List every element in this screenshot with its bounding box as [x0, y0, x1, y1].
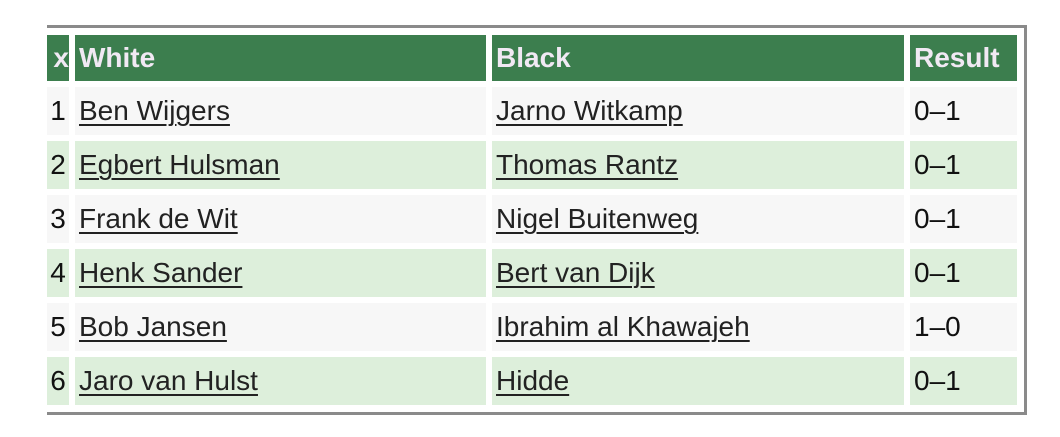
row-number: 1: [50, 95, 66, 126]
result-value: 0–1: [914, 95, 961, 126]
black-cell: Ibrahim al Khawajeh: [492, 303, 904, 351]
row-number: 3: [50, 203, 66, 234]
result-value: 0–1: [914, 365, 961, 396]
row-index: 1: [47, 87, 69, 135]
black-player-link[interactable]: Thomas Rantz: [496, 149, 679, 180]
result-value: 0–1: [914, 203, 961, 234]
results-table: x White Black Result 1 Ben Wijgers Jarno W…: [47, 35, 1017, 405]
white-player-link[interactable]: Jaro van Hulst: [79, 365, 258, 396]
white-cell: Bob Jansen: [75, 303, 486, 351]
white-player-link[interactable]: Ben Wijgers: [79, 95, 230, 126]
result-cell: 0–1: [910, 87, 1017, 135]
result-cell: 0–1: [910, 357, 1017, 405]
table-border: [47, 25, 1027, 415]
white-player-link[interactable]: Frank de Wit: [79, 203, 238, 234]
result-value: 0–1: [914, 257, 961, 288]
white-cell: Henk Sander: [75, 249, 486, 297]
result-cell: 0–1: [910, 195, 1017, 243]
white-cell: Egbert Hulsman: [75, 141, 486, 189]
black-cell: Jarno Witkamp: [492, 87, 904, 135]
row-index: 5: [47, 303, 69, 351]
row-index: 6: [47, 357, 69, 405]
header-index: x: [47, 35, 69, 81]
white-player-link[interactable]: Bob Jansen: [79, 311, 227, 342]
header-black: Black: [492, 35, 904, 81]
row-number: 4: [50, 257, 66, 288]
black-cell: Nigel Buitenweg: [492, 195, 904, 243]
black-cell: Bert van Dijk: [492, 249, 904, 297]
white-cell: Jaro van Hulst: [75, 357, 486, 405]
black-player-link[interactable]: Hidde: [496, 365, 570, 396]
black-player-link[interactable]: Jarno Witkamp: [496, 95, 683, 126]
result-cell: 0–1: [910, 141, 1017, 189]
result-cell: 1–0: [910, 303, 1017, 351]
white-player-link[interactable]: Henk Sander: [79, 257, 243, 288]
black-player-link[interactable]: Nigel Buitenweg: [496, 203, 699, 234]
result-cell: 0–1: [910, 249, 1017, 297]
black-cell: Thomas Rantz: [492, 141, 904, 189]
result-value: 0–1: [914, 149, 961, 180]
row-index: 3: [47, 195, 69, 243]
white-player-link[interactable]: Egbert Hulsman: [79, 149, 280, 180]
black-cell: Hidde: [492, 357, 904, 405]
white-cell: Ben Wijgers: [75, 87, 486, 135]
black-player-link[interactable]: Bert van Dijk: [496, 257, 655, 288]
white-cell: Frank de Wit: [75, 195, 486, 243]
row-number: 6: [50, 365, 66, 396]
row-number: 2: [50, 149, 66, 180]
black-player-link[interactable]: Ibrahim al Khawajeh: [496, 311, 750, 342]
row-index: 2: [47, 141, 69, 189]
header-white: White: [75, 35, 486, 81]
header-result: Result: [910, 35, 1017, 81]
result-value: 1–0: [914, 311, 961, 342]
row-number: 5: [50, 311, 66, 342]
row-index: 4: [47, 249, 69, 297]
